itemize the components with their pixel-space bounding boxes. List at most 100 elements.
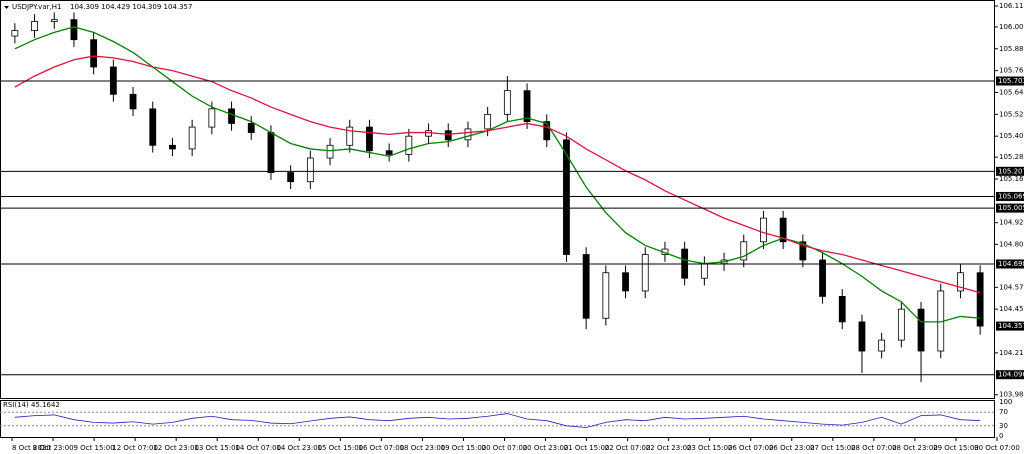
- candle-body: [247, 123, 255, 133]
- candle-body: [464, 128, 472, 141]
- candle-body: [582, 254, 590, 319]
- candle-body: [957, 272, 964, 292]
- y-tick-label: 105.880: [999, 45, 1024, 53]
- candle-body: [503, 90, 511, 115]
- candle-body: [444, 130, 452, 141]
- candle-body: [779, 217, 787, 243]
- x-tick-label: 30 Oct 07:00: [974, 444, 1020, 452]
- candle-body: [326, 144, 334, 159]
- y-tick-label: 104.925: [999, 219, 1024, 227]
- y-tick-label: 105.165: [999, 175, 1024, 183]
- level-box: [996, 76, 1024, 86]
- y-tick-label: 104.806: [999, 240, 1024, 248]
- candle-body: [838, 296, 846, 323]
- candle-body: [50, 19, 58, 22]
- x-tick-label: 8 Oct 23:00: [32, 444, 73, 452]
- x-tick-label: 22 Oct 23:00: [646, 444, 692, 452]
- x-tick-label: 18 Oct 23:00: [400, 444, 446, 452]
- moving-average: [14, 55, 981, 294]
- candle-body: [287, 172, 295, 183]
- x-tick-label: 23 Oct 15:00: [687, 444, 733, 452]
- y-tick-label: 100: [999, 398, 1012, 406]
- x-tick-label: 16 Oct 07:00: [359, 444, 405, 452]
- candle-body: [366, 126, 373, 152]
- x-tick-label: 20 Oct 23:00: [523, 444, 569, 452]
- x-tick-label: 9 Oct 15:00: [73, 444, 114, 452]
- rsi-frame: [0, 400, 995, 438]
- level-box: [996, 203, 1024, 213]
- y-tick-label: 103.980: [999, 391, 1024, 399]
- y-tick-label: 104.450: [999, 305, 1024, 313]
- x-tick-label: 22 Oct 07:00: [605, 444, 651, 452]
- candle-body: [819, 259, 826, 297]
- candle-body: [563, 139, 570, 255]
- level-label: 105.703: [998, 77, 1024, 85]
- y-tick-label: 105.640: [999, 88, 1024, 96]
- x-tick-label: 15 Oct 15:00: [318, 444, 364, 452]
- x-tick-label: 14 Oct 07:00: [235, 444, 281, 452]
- chart-title: USDJPY.var,H1: [12, 3, 61, 11]
- candle-body: [740, 241, 748, 261]
- x-tick-label: 8 Oct 2020: [12, 444, 51, 452]
- x-tick-label: 21 Oct 15:00: [564, 444, 610, 452]
- candle-body: [641, 254, 649, 292]
- candle-body: [70, 19, 78, 41]
- candle-body: [208, 108, 216, 128]
- candle-body: [897, 308, 905, 341]
- candle-body: [11, 30, 19, 37]
- level-label: 105.069: [998, 192, 1024, 200]
- x-tick-label: 28 Oct 23:00: [892, 444, 938, 452]
- moving-average: [14, 26, 981, 323]
- level-label: 104.698: [998, 260, 1024, 268]
- level-label: 104.090: [998, 371, 1024, 379]
- y-tick-label: 105.520: [999, 110, 1024, 118]
- candle-body: [31, 21, 38, 31]
- candle-body: [169, 144, 176, 150]
- level-box: [996, 259, 1024, 269]
- x-tick-label: 14 Oct 23:00: [276, 444, 322, 452]
- candle-body: [267, 132, 275, 174]
- candle-body: [523, 90, 531, 123]
- level-box: [996, 166, 1024, 176]
- candle-body: [543, 121, 551, 141]
- price-label: 104.357: [998, 322, 1024, 330]
- candle-body: [878, 339, 886, 352]
- y-tick-label: 104.210: [999, 349, 1024, 357]
- level-box: [996, 191, 1024, 201]
- x-tick-label: 20 Oct 07:00: [482, 444, 528, 452]
- level-label: 105.005: [998, 204, 1024, 212]
- candle-body: [858, 321, 866, 352]
- candle-body: [976, 272, 984, 327]
- candle-body: [760, 217, 767, 243]
- candle-body: [405, 135, 413, 155]
- candle-body: [799, 241, 807, 261]
- y-tick-label: 104.570: [999, 283, 1024, 291]
- y-tick-label: 106.000: [999, 23, 1024, 31]
- candle-body: [149, 108, 157, 146]
- y-tick-label: 105.760: [999, 67, 1024, 75]
- rsi-line: [14, 413, 981, 428]
- rsi-title: RSI(14) 45.1642: [3, 401, 60, 409]
- candle-body: [228, 108, 235, 124]
- x-tick-label: 19 Oct 15:00: [441, 444, 487, 452]
- candle-body: [602, 272, 610, 319]
- y-tick-label: 30: [999, 422, 1008, 430]
- y-tick-label: 105.400: [999, 132, 1024, 140]
- candle-body: [622, 272, 629, 292]
- x-tick-label: 28 Oct 07:00: [851, 444, 897, 452]
- x-tick-label: 26 Oct 07:00: [728, 444, 774, 452]
- candle-body: [188, 126, 196, 150]
- y-tick-label: 70: [999, 408, 1008, 416]
- x-tick-label: 12 Oct 07:00: [112, 444, 158, 452]
- x-tick-label: 12 Oct 23:00: [153, 444, 199, 452]
- x-tick-label: 29 Oct 15:00: [933, 444, 979, 452]
- price-box: [996, 321, 1024, 331]
- candle-body: [700, 263, 708, 279]
- candle-body: [917, 308, 925, 352]
- candle-body: [425, 130, 432, 137]
- level-box: [996, 370, 1024, 380]
- main-frame: [0, 0, 995, 399]
- menu-icon: [4, 6, 9, 9]
